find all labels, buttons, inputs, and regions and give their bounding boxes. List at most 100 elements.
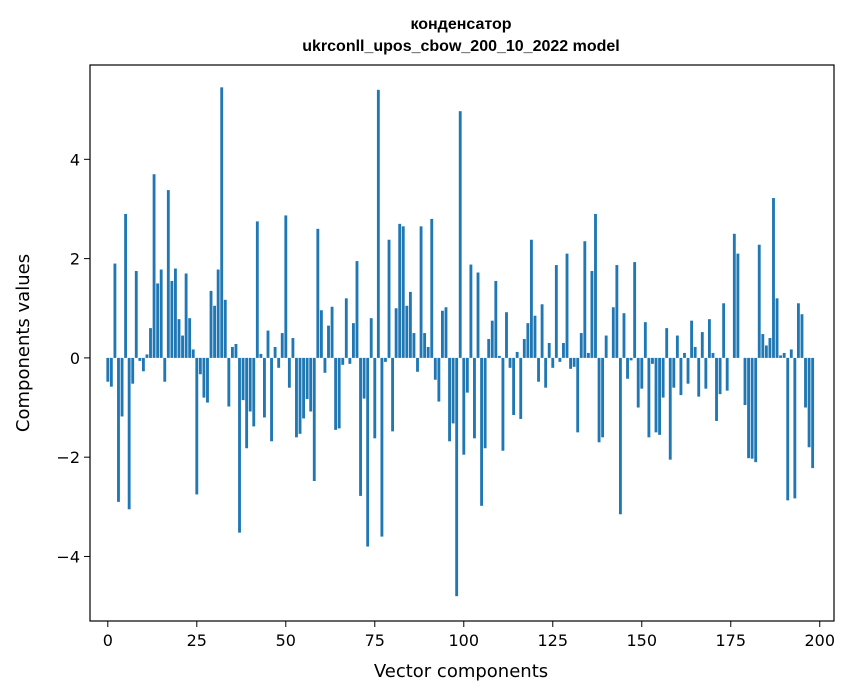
bar [526,323,530,358]
bar [412,333,416,358]
bar [465,357,469,393]
bar [704,357,708,389]
bar [120,357,124,417]
bar [170,280,174,358]
bar [615,265,619,358]
bar [398,223,402,358]
bar [686,357,690,384]
bar [626,357,629,379]
bar [334,357,338,430]
bar [515,351,519,358]
bar [131,357,135,384]
x-tick-label: 175 [715,631,746,650]
bar [174,268,177,358]
y-tick-label: −2 [56,448,80,467]
bar [764,345,768,358]
bar [291,338,295,358]
bar [462,357,466,455]
y-tick-label: 0 [70,349,80,368]
bar [508,357,512,368]
bar [330,306,334,358]
bar [355,261,359,358]
bar [391,357,395,432]
x-tick-label: 75 [365,631,385,650]
bar [572,357,576,367]
bar [238,357,241,533]
bar [672,357,676,388]
bar [387,239,391,358]
x-axis: 0 25 50 75 100 125 150 175 200 [103,621,835,650]
bar [480,357,484,506]
bar [547,343,551,358]
bar [807,357,811,448]
bar [562,343,565,358]
bar [241,357,245,401]
bar [359,357,362,496]
bar [487,339,491,358]
bar [138,357,142,361]
bar [647,357,651,438]
bar [448,357,451,442]
bar [198,357,202,375]
bar [529,239,533,358]
bar [405,305,409,358]
plot-frame [89,64,835,622]
bar [490,320,494,358]
bar [113,263,117,358]
bar [512,357,516,415]
bar [722,303,726,358]
x-tick-label: 100 [449,631,480,650]
bar [263,357,266,418]
bar [519,357,523,419]
bar [252,357,256,427]
bar [793,357,797,499]
bar [234,343,238,358]
x-axis-label: Vector components [374,661,548,682]
bar [152,174,156,358]
bar [277,357,281,368]
bar [640,357,644,389]
y-tick-label: −4 [56,547,80,566]
y-tick-label: 4 [70,150,80,169]
bar [576,357,580,433]
bar [319,310,323,358]
bar [675,335,679,358]
bar [715,357,718,421]
bar [223,299,227,358]
bar [690,320,694,358]
bar [579,333,583,358]
bar [693,346,697,358]
x-tick-label: 25 [187,631,207,650]
bar [800,314,804,358]
bar [544,357,548,388]
bar [337,357,341,429]
bar [658,357,661,435]
bar [287,357,291,388]
y-axis-label: Components values [13,254,34,432]
bar [611,307,615,358]
bar [772,198,775,358]
bar [451,357,455,424]
bar [661,357,665,398]
bar [711,352,715,358]
bar [230,346,234,358]
bar [633,262,637,358]
bar [305,357,309,400]
bar [597,357,601,443]
bar [302,357,306,419]
bar [622,313,626,358]
x-tick-label: 125 [538,631,569,650]
bar [163,357,167,382]
bar [401,226,405,358]
bar [380,357,384,537]
bar [327,325,330,358]
bar [149,328,152,358]
x-tick-label: 0 [103,631,113,650]
bar [779,355,783,358]
bar [248,357,252,412]
bar [483,357,487,449]
y-tick-label: 2 [70,250,80,269]
bar [156,283,160,358]
bar [444,307,448,358]
bar [586,352,590,358]
